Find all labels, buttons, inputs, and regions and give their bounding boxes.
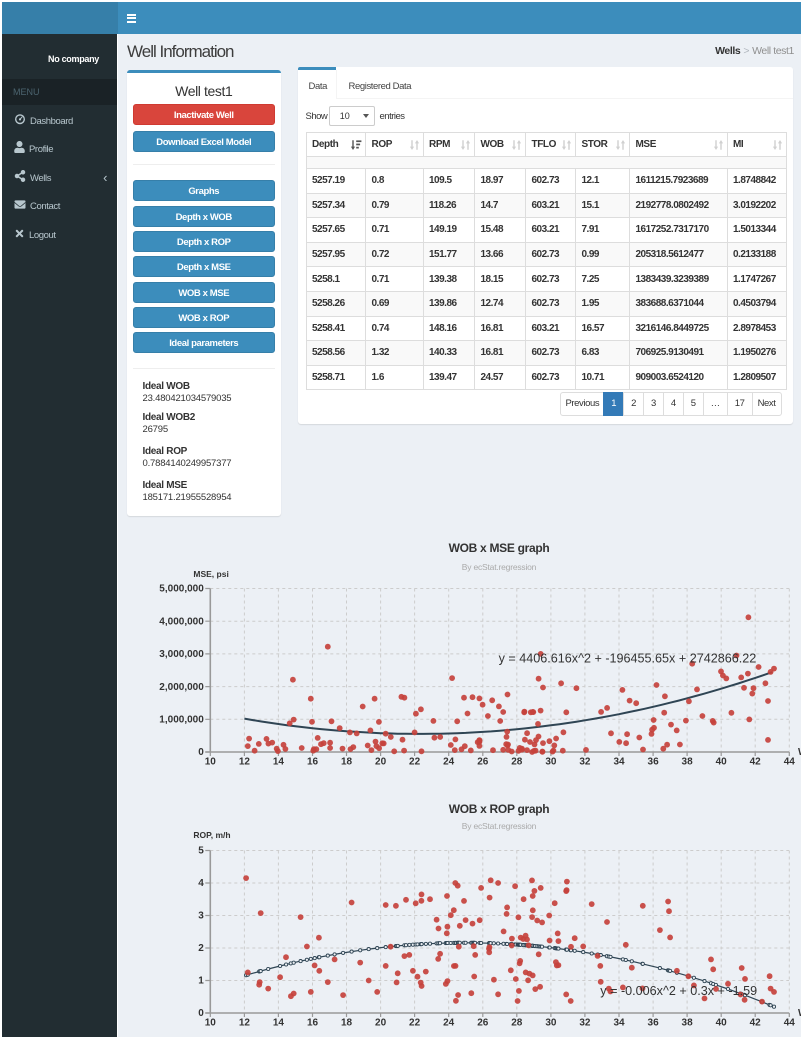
svg-text:40: 40 xyxy=(716,1018,728,1029)
svg-text:16: 16 xyxy=(307,1018,319,1029)
svg-text:28: 28 xyxy=(511,1018,523,1029)
svg-text:4: 4 xyxy=(198,878,204,889)
svg-text:0: 0 xyxy=(198,747,204,758)
svg-text:38: 38 xyxy=(682,1018,694,1029)
svg-text:MSE, psi: MSE, psi xyxy=(193,569,228,579)
svg-text:12: 12 xyxy=(239,757,251,768)
svg-text:2: 2 xyxy=(198,943,204,954)
svg-text:16: 16 xyxy=(307,757,319,768)
svg-text:y = 4406.616x^2 + -196455.65x: y = 4406.616x^2 + -196455.65x + 2742866.… xyxy=(499,652,757,666)
svg-text:30: 30 xyxy=(545,757,557,768)
svg-text:20: 20 xyxy=(375,1018,387,1029)
svg-text:26: 26 xyxy=(477,757,489,768)
svg-text:1: 1 xyxy=(198,976,204,987)
svg-text:WOB x MSE graph: WOB x MSE graph xyxy=(449,541,550,555)
svg-text:10: 10 xyxy=(205,1018,217,1029)
svg-text:y = -0.006x^2 + 0.3x + -1.59: y = -0.006x^2 + 0.3x + -1.59 xyxy=(600,984,757,998)
svg-text:40: 40 xyxy=(716,757,728,768)
svg-text:3,000,000: 3,000,000 xyxy=(159,649,204,660)
svg-text:18: 18 xyxy=(341,757,353,768)
svg-text:42: 42 xyxy=(750,1018,762,1029)
svg-text:14: 14 xyxy=(273,1018,285,1029)
svg-text:34: 34 xyxy=(613,1018,625,1029)
svg-text:28: 28 xyxy=(511,757,523,768)
svg-text:12: 12 xyxy=(239,1018,251,1029)
svg-text:5: 5 xyxy=(198,846,204,857)
svg-text:4,000,000: 4,000,000 xyxy=(159,616,204,627)
svg-text:36: 36 xyxy=(648,757,660,768)
svg-text:34: 34 xyxy=(613,757,625,768)
svg-text:2,000,000: 2,000,000 xyxy=(159,682,204,693)
svg-text:22: 22 xyxy=(409,1018,421,1029)
svg-text:By ecStat.regression: By ecStat.regression xyxy=(462,562,537,572)
svg-text:0: 0 xyxy=(198,1008,204,1019)
svg-text:42: 42 xyxy=(750,757,762,768)
svg-text:14: 14 xyxy=(273,757,285,768)
svg-text:36: 36 xyxy=(648,1018,660,1029)
svg-text:38: 38 xyxy=(682,757,694,768)
svg-text:WOB x ROP graph: WOB x ROP graph xyxy=(449,802,550,816)
svg-text:24: 24 xyxy=(443,757,455,768)
svg-text:32: 32 xyxy=(579,1018,591,1029)
svg-text:1,000,000: 1,000,000 xyxy=(159,715,204,726)
svg-text:44: 44 xyxy=(784,1018,796,1029)
svg-text:By ecStat.regression: By ecStat.regression xyxy=(462,821,537,831)
svg-text:5,000,000: 5,000,000 xyxy=(159,584,204,595)
svg-text:30: 30 xyxy=(545,1018,557,1029)
svg-text:24: 24 xyxy=(443,1018,455,1029)
svg-text:44: 44 xyxy=(784,757,796,768)
svg-text:WOB: WOB xyxy=(798,1008,801,1019)
svg-text:22: 22 xyxy=(409,757,421,768)
svg-text:26: 26 xyxy=(477,1018,489,1029)
svg-text:32: 32 xyxy=(579,757,591,768)
svg-text:20: 20 xyxy=(375,757,387,768)
svg-text:18: 18 xyxy=(341,1018,353,1029)
svg-text:10: 10 xyxy=(205,757,217,768)
svg-text:3: 3 xyxy=(198,911,204,922)
svg-text:WOB: WOB xyxy=(798,747,801,758)
svg-text:ROP, m/h: ROP, m/h xyxy=(193,830,230,840)
